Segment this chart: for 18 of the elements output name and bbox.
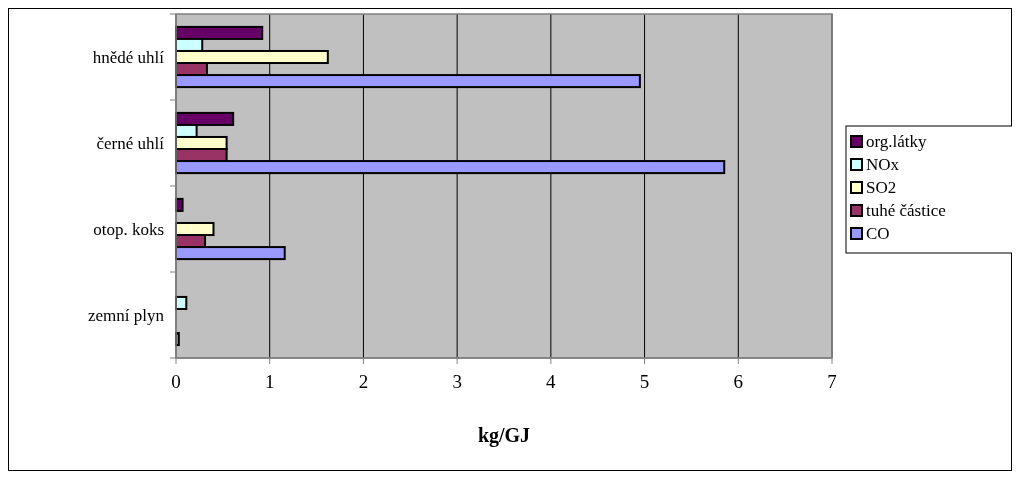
legend-label: org.látky [866, 132, 928, 151]
x-tick-label: 4 [546, 371, 557, 392]
x-tick-label: 5 [639, 371, 650, 392]
legend-label: tuhé částice [866, 201, 946, 220]
y-tick-label: černé uhlí [96, 134, 165, 153]
legend-label: NOx [866, 155, 900, 174]
x-tick-label: 1 [264, 371, 275, 392]
y-tick-label: hnědé uhlí [92, 48, 165, 67]
x-tick-label: 2 [358, 371, 369, 392]
x-tick-label: 0 [171, 371, 181, 392]
legend-label: SO2 [866, 178, 897, 197]
x-tick-label: 6 [733, 371, 744, 392]
x-tick-label: 7 [827, 371, 837, 392]
x-tick-label: 3 [452, 371, 462, 392]
y-tick-label: zemní plyn [87, 306, 165, 325]
y-tick-label: otop. koks [93, 220, 164, 239]
legend-label: CO [866, 224, 890, 243]
x-axis-title: kg/GJ [477, 424, 531, 447]
